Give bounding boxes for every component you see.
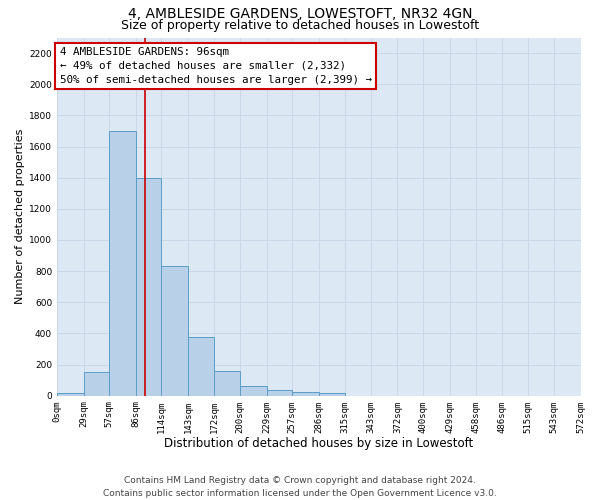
Bar bbox=[240, 386, 266, 396]
Bar bbox=[109, 131, 136, 396]
Bar bbox=[161, 266, 188, 396]
Bar bbox=[83, 372, 109, 396]
Y-axis label: Number of detached properties: Number of detached properties bbox=[15, 129, 25, 304]
Bar bbox=[214, 371, 240, 396]
Bar bbox=[292, 392, 319, 396]
Bar bbox=[57, 392, 83, 396]
Text: 4 AMBLESIDE GARDENS: 96sqm
← 49% of detached houses are smaller (2,332)
50% of s: 4 AMBLESIDE GARDENS: 96sqm ← 49% of deta… bbox=[60, 47, 372, 85]
Bar bbox=[136, 178, 161, 396]
Bar bbox=[188, 336, 214, 396]
Bar bbox=[319, 392, 346, 396]
Text: Contains HM Land Registry data © Crown copyright and database right 2024.
Contai: Contains HM Land Registry data © Crown c… bbox=[103, 476, 497, 498]
Text: Size of property relative to detached houses in Lowestoft: Size of property relative to detached ho… bbox=[121, 19, 479, 32]
Bar bbox=[266, 390, 292, 396]
Text: 4, AMBLESIDE GARDENS, LOWESTOFT, NR32 4GN: 4, AMBLESIDE GARDENS, LOWESTOFT, NR32 4G… bbox=[128, 8, 472, 22]
X-axis label: Distribution of detached houses by size in Lowestoft: Distribution of detached houses by size … bbox=[164, 437, 473, 450]
